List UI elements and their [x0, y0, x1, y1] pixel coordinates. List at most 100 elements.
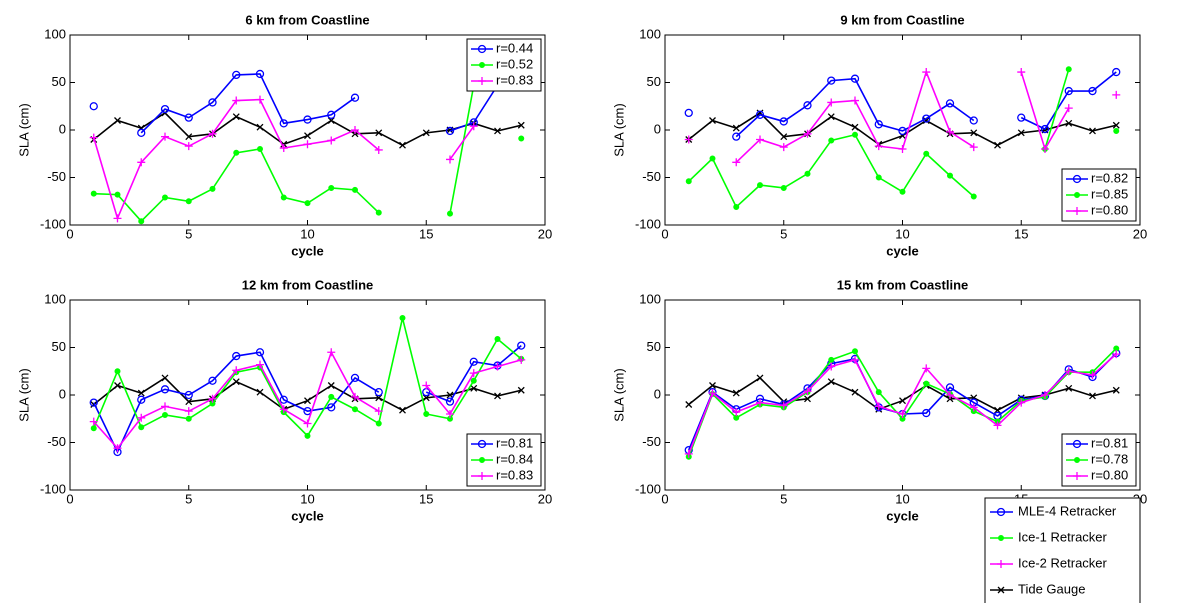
x-tick-label: 20 — [1133, 226, 1147, 241]
marker — [993, 421, 1002, 430]
marker — [1041, 145, 1049, 153]
marker — [851, 388, 859, 396]
marker — [970, 129, 978, 137]
marker — [923, 150, 930, 157]
marker — [732, 124, 740, 132]
marker — [89, 133, 98, 142]
marker — [945, 383, 955, 392]
marker — [470, 377, 477, 384]
y-axis-label: SLA (cm) — [16, 103, 31, 156]
legend-label: r=0.80 — [1091, 467, 1128, 482]
marker — [327, 348, 336, 357]
marker — [517, 121, 525, 129]
marker — [874, 142, 883, 151]
marker — [755, 110, 765, 119]
marker — [255, 69, 265, 79]
marker — [685, 178, 692, 185]
y-tick-label: 50 — [52, 74, 66, 89]
x-tick-label: 5 — [780, 491, 787, 506]
marker — [898, 126, 907, 136]
y-tick-label: 50 — [52, 339, 66, 354]
chart-title: 9 km from Coastline — [840, 12, 964, 27]
marker — [1112, 67, 1121, 77]
marker — [279, 144, 288, 153]
marker — [90, 425, 97, 432]
marker — [709, 155, 716, 162]
marker — [232, 378, 240, 386]
marker — [1017, 398, 1026, 407]
marker — [494, 392, 501, 400]
marker — [997, 560, 1005, 568]
marker — [969, 116, 978, 125]
marker — [114, 382, 121, 389]
marker — [350, 373, 360, 383]
marker — [684, 135, 693, 144]
marker — [1089, 127, 1096, 135]
marker — [114, 368, 121, 375]
marker — [399, 315, 406, 322]
x-tick-label: 10 — [895, 226, 909, 241]
marker — [898, 410, 907, 418]
marker — [113, 444, 122, 453]
marker — [304, 432, 311, 439]
marker — [209, 185, 216, 192]
marker — [208, 98, 217, 107]
marker — [733, 203, 740, 210]
marker — [779, 117, 788, 126]
marker — [375, 420, 382, 427]
marker — [757, 182, 763, 189]
x-tick-label: 5 — [185, 226, 192, 241]
marker — [422, 381, 431, 390]
marker — [756, 398, 764, 407]
marker — [479, 457, 485, 463]
legend-label: r=0.44 — [496, 40, 533, 55]
marker — [327, 117, 335, 124]
marker — [399, 406, 406, 414]
legend-label: MLE-4 Retracker — [1018, 503, 1117, 518]
y-tick-label: 0 — [654, 386, 661, 401]
marker — [1112, 350, 1121, 359]
marker — [804, 170, 811, 177]
marker — [350, 93, 360, 102]
marker — [1064, 86, 1073, 96]
legend-label: r=0.83 — [496, 467, 533, 482]
marker — [947, 172, 953, 179]
marker — [493, 362, 502, 371]
x-tick-label: 5 — [780, 226, 787, 241]
marker — [1072, 439, 1082, 449]
marker — [328, 184, 335, 191]
y-tick-label: -100 — [40, 216, 66, 231]
marker — [898, 145, 907, 153]
x-tick-label: 10 — [300, 491, 314, 506]
marker — [137, 413, 146, 422]
y-tick-label: 100 — [639, 291, 661, 306]
marker — [875, 174, 882, 181]
marker — [732, 158, 741, 167]
marker — [351, 126, 359, 134]
marker — [257, 146, 263, 152]
y-tick-label: -50 — [642, 434, 661, 449]
marker — [447, 210, 453, 217]
marker — [1065, 119, 1073, 127]
marker — [780, 133, 788, 141]
marker — [327, 382, 335, 389]
marker — [494, 335, 501, 342]
marker — [1017, 113, 1026, 122]
marker — [969, 403, 978, 412]
marker — [304, 200, 311, 207]
x-tick-label: 15 — [1014, 226, 1028, 241]
marker — [470, 384, 478, 392]
marker — [1112, 90, 1121, 99]
legend-label: r=0.80 — [1091, 202, 1128, 217]
marker — [494, 127, 501, 135]
marker — [874, 402, 883, 411]
marker — [1072, 174, 1082, 184]
marker — [161, 374, 169, 382]
marker — [945, 99, 955, 108]
marker — [161, 402, 169, 411]
y-tick-label: 50 — [647, 74, 661, 89]
marker — [518, 135, 525, 142]
marker — [874, 120, 883, 129]
x-axis-label: cycle — [291, 508, 324, 523]
marker — [803, 387, 812, 396]
